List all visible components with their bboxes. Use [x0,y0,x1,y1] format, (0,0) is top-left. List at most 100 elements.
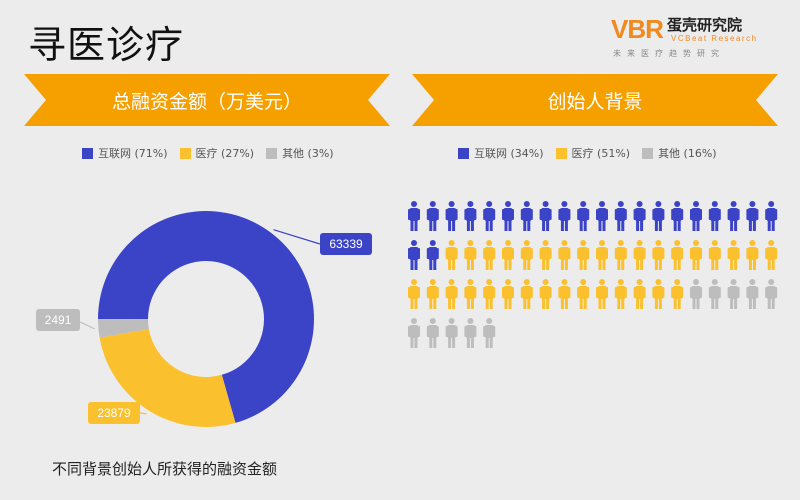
person-icon [671,240,684,270]
person-icon [633,201,646,231]
person-icon [652,201,665,231]
person-icon [690,240,702,270]
person-icon [502,279,514,309]
data-label: 63339 [329,237,363,251]
person-icon [671,201,684,231]
person-icon [539,240,552,270]
callout-leader [273,229,321,245]
donut-chart: 63339 23879 2491 [36,211,372,427]
person-icon [765,240,778,270]
right-banner-label: 创始人背景 [547,91,643,113]
person-icon [408,201,420,231]
person-icon [539,279,552,309]
legend-item-other: 其他 (3%) [266,145,334,161]
person-icon [408,279,420,309]
person-icon [746,279,759,309]
chart-caption: 不同背景创始人所获得的融资金额 [52,460,278,478]
vcbeat-logo: VBR 蛋壳研究院 VCBeat Research 未来医疗趋势研究 [611,12,786,62]
logo-mark: VBR [611,14,664,44]
legend-label: 互联网 (34%) [474,147,544,160]
person-icon [445,240,458,270]
left-banner-shape [24,74,390,126]
person-icon [445,318,458,348]
person-icon [558,240,571,270]
legend-item-other: 其他 (16%) [642,145,717,161]
person-icon [520,201,533,231]
person-icon [614,279,627,309]
person-icon [464,240,477,270]
left-banner: 总融资金额（万美元） [24,74,390,126]
person-icon [765,201,778,231]
person-icon [596,240,608,270]
person-icon [671,279,684,309]
donut-slice-2 [98,319,149,338]
person-icon [464,201,477,231]
legend-label: 医疗 (27%) [195,147,255,160]
person-icon [746,201,759,231]
legend-item-medical: 医疗 (51%) [555,145,631,161]
right-banner-shape [412,74,778,126]
legend-swatch [82,147,93,159]
legend-swatch [555,147,567,159]
person-icon [520,279,533,309]
person-icon [596,201,608,231]
person-icon [746,240,759,270]
legend-swatch [458,147,469,159]
legend-label: 医疗 (51%) [571,147,631,160]
left-legend: 互联网 (71%) 医疗 (27%) 其他 (3%) [82,145,334,161]
callout-leader [139,412,147,415]
donut-slice-1 [99,329,236,427]
person-icon [577,240,590,270]
person-icon [445,201,458,231]
legend-item-medical: 医疗 (27%) [179,145,255,161]
donut-slice-0 [98,211,314,423]
logo-name-en: VCBeat Research [671,34,758,43]
person-icon [502,240,514,270]
person-icon [483,318,496,348]
person-icon [483,240,496,270]
person-icon [652,240,665,270]
person-icon [708,279,721,309]
legend-label: 互联网 (71%) [98,147,168,160]
person-icon [426,279,439,309]
legend-item-internet: 互联网 (34%) [458,145,544,161]
person-icon [690,201,702,231]
person-icon [614,240,627,270]
person-icon [633,279,646,309]
data-label-box [88,402,140,424]
left-banner-label: 总融资金额（万美元） [111,91,302,113]
person-icon [708,201,721,231]
person-icon [614,201,627,231]
person-icon [408,240,420,270]
data-label: 2491 [45,313,72,327]
person-icon [426,240,439,270]
logo-name-cn: 蛋壳研究院 [667,16,743,34]
person-icon [464,279,477,309]
logo-subtitle: 未来医疗趋势研究 [613,49,725,58]
person-icon [408,318,420,348]
person-icon [727,240,740,270]
person-icon [727,279,740,309]
person-icon [539,201,552,231]
person-icon [520,240,533,270]
person-icon [690,279,702,309]
data-label: 23879 [97,406,131,420]
person-icon [426,318,439,348]
founder-pictogram [408,201,778,348]
data-label-box [36,309,80,331]
person-icon [577,279,590,309]
legend-swatch [642,147,654,159]
person-icon [426,201,439,231]
person-icon [708,240,721,270]
person-icon [502,201,514,231]
right-legend: 互联网 (34%) 医疗 (51%) 其他 (16%) [458,145,717,161]
person-icon [577,201,590,231]
data-label-box [320,233,372,255]
person-icon [596,279,608,309]
person-icon [483,279,496,309]
legend-label: 其他 (3%) [282,147,334,160]
legend-label: 其他 (16%) [658,147,717,160]
person-icon [464,318,477,348]
person-icon [558,279,571,309]
right-banner: 创始人背景 [412,74,778,126]
